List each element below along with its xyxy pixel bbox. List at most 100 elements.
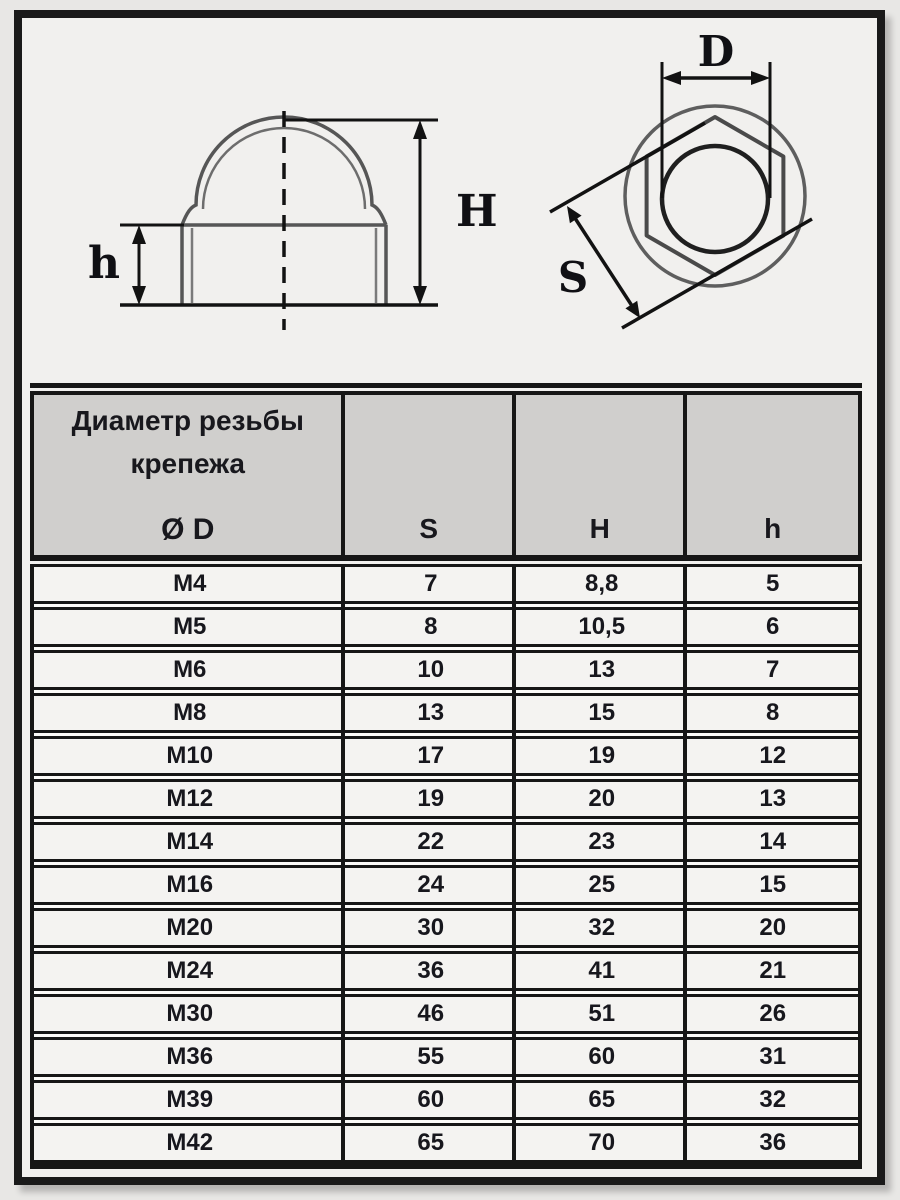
base-inner-lines	[190, 228, 378, 303]
cell-h-value: 15	[588, 699, 616, 726]
cell-h-small-value: 36	[759, 1129, 787, 1156]
cell-s-value: 60	[417, 1086, 445, 1113]
cell-h-small-value: 26	[759, 1000, 787, 1027]
cell-h-value: 70	[588, 1129, 616, 1156]
table-body: M4 7 8,8 5 M5 8 10,5 6 M6 10 13 7 M8 13 15 8 M10 17 19 12 M1…	[30, 564, 862, 1169]
cell-thread-size: M10	[166, 742, 214, 769]
cell-thread-size: M30	[166, 1000, 214, 1027]
table-row: M4 7 8,8 5	[34, 564, 858, 604]
cell-h-value: 25	[588, 871, 616, 898]
table-row: M8 13 15 8	[34, 693, 858, 733]
dimension-D-arrow	[660, 62, 772, 198]
cell-thread-size: M36	[166, 1043, 214, 1070]
cap-nut-technical-drawing: H h D	[88, 27, 813, 330]
cell-h-value: 65	[588, 1086, 616, 1113]
cell-h-small-value: 15	[759, 871, 787, 898]
dome-circle	[623, 104, 807, 288]
cell-h-small-value: 5	[766, 570, 780, 597]
table-row: M42 65 70 36	[34, 1123, 858, 1163]
table-row: M39 60 65 32	[34, 1080, 858, 1120]
cap-nut-top-view: D S	[549, 27, 813, 330]
header-col-s: S	[345, 395, 517, 555]
cell-h-value: 10,5	[578, 613, 626, 640]
cell-s-value: 65	[417, 1129, 445, 1156]
cell-thread-size: M4	[173, 570, 207, 597]
label-H: H	[456, 186, 498, 237]
header-thread-symbol: Ø D	[161, 513, 215, 546]
header-title-line2: крепежа	[130, 448, 246, 479]
table-top-rule	[30, 383, 862, 388]
label-D: D	[698, 27, 734, 76]
table-row: M36 55 60 31	[34, 1037, 858, 1077]
table-row: M10 17 19 12	[34, 736, 858, 776]
cell-h-value: 60	[588, 1043, 616, 1070]
cell-thread-size: M8	[173, 699, 207, 726]
cell-s-value: 24	[417, 871, 445, 898]
cell-h-small-value: 8	[766, 699, 780, 726]
table-row: M5 8 10,5 6	[34, 607, 858, 647]
cell-thread-size: M14	[166, 828, 214, 855]
cell-thread-size: M20	[166, 914, 214, 941]
cell-thread-size: M16	[166, 871, 214, 898]
label-h: h	[88, 238, 120, 289]
column-divider-2	[512, 564, 517, 1163]
column-divider-3	[683, 564, 688, 1163]
cell-h-value: 32	[588, 914, 616, 941]
cap-nut-side-view: H h	[88, 111, 498, 330]
cell-h-small-value: 12	[759, 742, 787, 769]
cell-s-value: 36	[417, 957, 445, 984]
table-row: M12 19 20 13	[34, 779, 858, 819]
dome-inner-line	[201, 126, 367, 210]
cell-thread-size: M24	[166, 957, 214, 984]
cell-s-value: 22	[417, 828, 445, 855]
table-header-row: Диаметр резьбы крепежа Ø D S H h	[30, 391, 862, 561]
dimensions-table: Диаметр резьбы крепежа Ø D S H h M4 7 8	[30, 383, 862, 1169]
header-thread-diameter: Диаметр резьбы крепежа Ø D	[34, 395, 346, 555]
cell-h-value: 19	[588, 742, 616, 769]
cell-h-small-value: 13	[759, 785, 787, 812]
cell-h-value: 13	[588, 656, 616, 683]
cell-h-value: 8,8	[585, 570, 619, 597]
dimension-S-arrow	[549, 121, 813, 330]
cell-h-small-value: 21	[759, 957, 787, 984]
cell-s-value: 10	[417, 656, 445, 683]
dimension-H-arrow	[413, 120, 427, 305]
cell-h-small-value: 31	[759, 1043, 787, 1070]
label-S: S	[558, 253, 588, 302]
cell-thread-size: M12	[166, 785, 214, 812]
cell-h-value: 51	[588, 1000, 616, 1027]
cell-thread-size: M42	[166, 1129, 214, 1156]
cell-s-value: 8	[424, 613, 438, 640]
header-col-h: H	[516, 395, 688, 555]
cell-h-value: 23	[588, 828, 616, 855]
cell-thread-size: M39	[166, 1086, 214, 1113]
column-divider-1	[341, 564, 346, 1163]
cell-s-value: 30	[417, 914, 445, 941]
header-title-line1: Диаметр резьбы	[71, 405, 304, 436]
cell-s-value: 46	[417, 1000, 445, 1027]
header-col-h-label: H	[589, 513, 610, 544]
cell-s-value: 55	[417, 1043, 445, 1070]
cell-h-small-value: 14	[759, 828, 787, 855]
cell-h-small-value: 6	[766, 613, 780, 640]
table-row: M30 46 51 26	[34, 994, 858, 1034]
cell-h-value: 20	[588, 785, 616, 812]
cell-thread-size: M5	[173, 613, 207, 640]
table-row: M6 10 13 7	[34, 650, 858, 690]
table-row: M16 24 25 15	[34, 865, 858, 905]
cell-s-value: 19	[417, 785, 445, 812]
dimension-h-arrow	[132, 225, 146, 305]
header-col-h-small-label: h	[764, 513, 782, 544]
header-col-s-label: S	[419, 513, 439, 544]
cell-thread-size: M6	[173, 656, 207, 683]
table-row: M20 30 32 20	[34, 908, 858, 948]
cell-s-value: 7	[424, 570, 438, 597]
thread-hole-circle	[659, 143, 771, 255]
table-row: M14 22 23 14	[34, 822, 858, 862]
cell-h-small-value: 32	[759, 1086, 787, 1113]
cell-s-value: 17	[417, 742, 445, 769]
table-rows: M4 7 8,8 5 M5 8 10,5 6 M6 10 13 7 M8 13 15 8 M10 17 19 12 M1…	[34, 564, 858, 1163]
table-row: M24 36 41 21	[34, 951, 858, 991]
cell-h-small-value: 7	[766, 656, 780, 683]
